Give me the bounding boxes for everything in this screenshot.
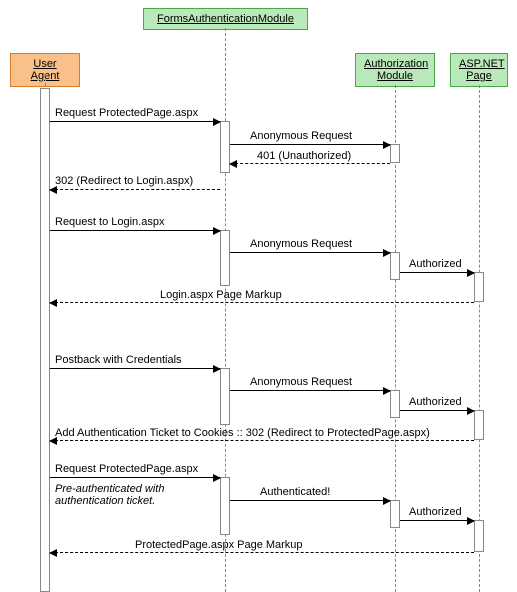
note-0: Pre-authenticated withauthentication tic…: [55, 483, 164, 507]
activation-5: [474, 272, 484, 302]
message-arrow-8: [50, 368, 220, 369]
message-arrow-2: [230, 163, 390, 164]
message-arrow-14: [400, 520, 474, 521]
participant-formsAuth: FormsAuthenticationModule: [143, 8, 308, 30]
message-label-3: 302 (Redirect to Login.aspx): [55, 175, 193, 187]
message-arrow-13: [230, 500, 390, 501]
lifeline-aspPage: [479, 85, 480, 592]
activation-11: [474, 520, 484, 552]
activation-10: [390, 500, 400, 528]
message-label-2: 401 (Unauthorized): [257, 150, 351, 162]
message-label-7: Login.aspx Page Markup: [160, 289, 282, 301]
activation-7: [390, 390, 400, 418]
message-label-6: Authorized: [409, 258, 462, 270]
message-arrow-15: [50, 552, 474, 553]
message-arrow-0: [50, 121, 220, 122]
message-arrow-6: [400, 272, 474, 273]
activation-6: [220, 368, 230, 425]
message-label-9: Anonymous Request: [250, 376, 352, 388]
message-label-14: Authorized: [409, 506, 462, 518]
message-arrow-3: [50, 189, 220, 190]
activation-3: [220, 230, 230, 286]
message-label-1: Anonymous Request: [250, 130, 352, 142]
message-label-8: Postback with Credentials: [55, 354, 182, 366]
message-arrow-9: [230, 390, 390, 391]
activation-9: [220, 477, 230, 535]
message-arrow-5: [230, 252, 390, 253]
message-arrow-11: [50, 440, 474, 441]
message-arrow-12: [50, 477, 220, 478]
message-arrow-10: [400, 410, 474, 411]
message-arrow-7: [50, 302, 474, 303]
message-arrow-1: [230, 144, 390, 145]
activation-2: [390, 144, 400, 163]
activation-0: [40, 88, 50, 592]
message-label-15: ProtectedPage.aspx Page Markup: [135, 539, 303, 551]
participant-authModule: AuthorizationModule: [355, 53, 435, 87]
message-label-12: Request ProtectedPage.aspx: [55, 463, 198, 475]
activation-4: [390, 252, 400, 280]
activation-8: [474, 410, 484, 440]
message-label-10: Authorized: [409, 396, 462, 408]
message-label-11: Add Authentication Ticket to Cookies :: …: [55, 427, 430, 439]
message-arrow-4: [50, 230, 220, 231]
message-label-13: Authenticated!: [260, 486, 330, 498]
message-label-0: Request ProtectedPage.aspx: [55, 107, 198, 119]
message-label-4: Request to Login.aspx: [55, 216, 164, 228]
participant-aspPage: ASP.NETPage: [450, 53, 508, 87]
message-label-5: Anonymous Request: [250, 238, 352, 250]
